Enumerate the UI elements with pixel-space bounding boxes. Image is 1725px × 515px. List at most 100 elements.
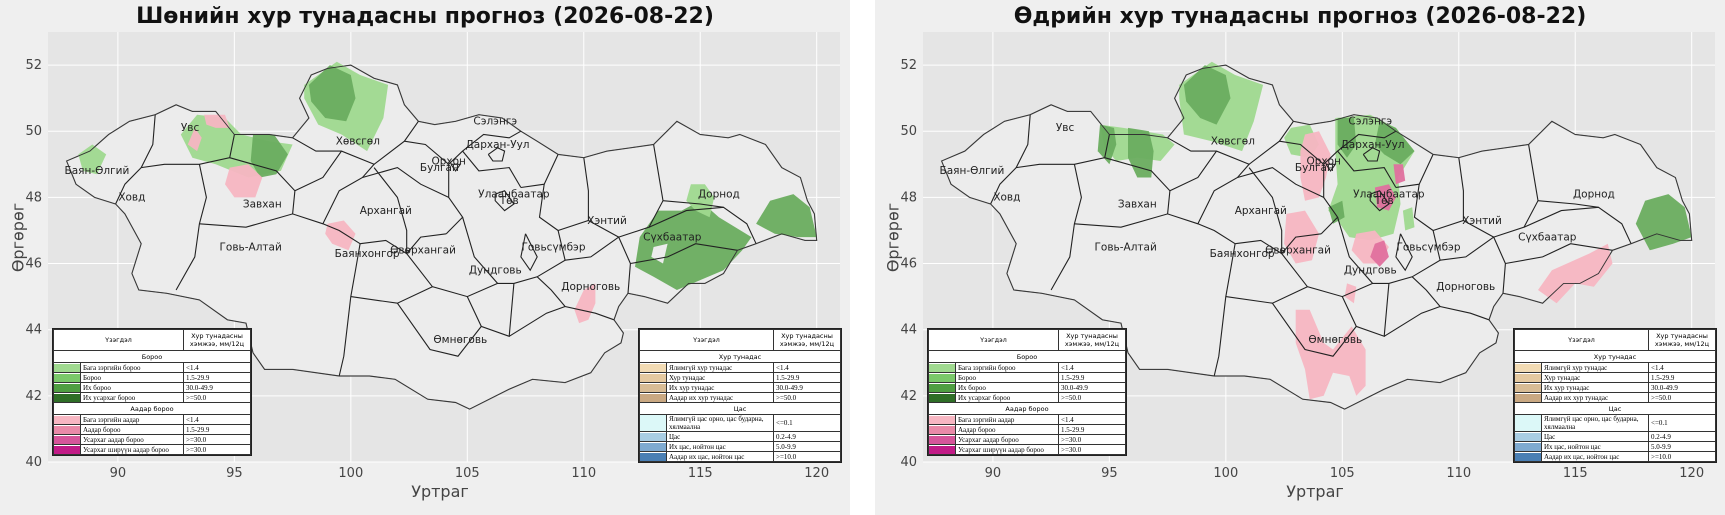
legend-header: Хур тунадасны хэмжээ, мм/12ц xyxy=(1058,329,1126,351)
y-tick-label: 46 xyxy=(25,257,42,272)
x-tick-label: 115 xyxy=(688,466,713,481)
legend-swatch xyxy=(54,425,80,434)
legend-swatch xyxy=(54,393,80,402)
legend-label: Цас xyxy=(666,431,774,442)
x-tick-label: 120 xyxy=(804,466,829,481)
legend-value: <1.4 xyxy=(773,362,841,373)
legend-swatch xyxy=(640,363,666,372)
legend-label: Хур тунадас xyxy=(666,372,774,383)
x-tick-label: 110 xyxy=(1446,466,1471,481)
region-label: Сүхбаатар xyxy=(1518,231,1577,243)
legend-value: 1.5-29.9 xyxy=(773,372,841,383)
y-tick-label: 48 xyxy=(25,190,42,205)
province-border xyxy=(990,134,1110,205)
legend-row: Их хур тунадас 30.0-49.9 xyxy=(1514,382,1716,393)
legend-row: Их бороо 30.0-49.9 xyxy=(928,382,1126,393)
region-label: Хөвсгөл xyxy=(336,135,380,147)
province-border xyxy=(487,147,506,162)
x-tick-label: 120 xyxy=(1679,466,1704,481)
y-tick-label: 46 xyxy=(900,257,917,272)
region-label: Дархан-Уул xyxy=(466,139,530,151)
forecast-area xyxy=(756,194,817,238)
forecast-area xyxy=(308,65,356,122)
legend-label: Бороо xyxy=(955,372,1059,383)
country-border xyxy=(941,64,1693,410)
region-label: Хэнтий xyxy=(1462,215,1502,227)
province-border xyxy=(662,200,724,208)
legend-value: 1.5-29.9 xyxy=(183,424,251,435)
forecast-area xyxy=(78,144,107,175)
legend-row: Их цас, нойтон цас 5.0-9.9 xyxy=(1514,441,1716,452)
legend-swatch xyxy=(1515,432,1541,441)
legend-row: Бага зэргийн бороо <1.4 xyxy=(53,362,251,373)
legend-value: >=10.0 xyxy=(1648,451,1716,462)
province-border xyxy=(140,114,156,168)
legend-value: 30.0-49.9 xyxy=(1058,382,1126,393)
legend-label: Их усархаг бороо xyxy=(80,392,184,403)
province-border xyxy=(1341,283,1390,338)
legend-swatch xyxy=(640,393,666,402)
legend-row: Бага зэргийн бороо <1.4 xyxy=(928,362,1126,373)
region-label: Сэлэнгэ xyxy=(1348,116,1392,128)
legend-section-title: Бороо xyxy=(53,350,251,363)
forecast-area xyxy=(1370,240,1389,267)
forecast-area xyxy=(1402,207,1415,231)
legend-row: Бороо 1.5-29.9 xyxy=(53,372,251,383)
region-label: Говьсүмбэр xyxy=(1396,241,1460,253)
province-border xyxy=(520,233,538,272)
panel-title: Шөнийн хур тунадасны прогноз (2026-08-22… xyxy=(136,4,714,29)
province-border xyxy=(1237,166,1324,198)
legend-swatch xyxy=(1515,393,1541,402)
x-tick-label: 95 xyxy=(226,466,243,481)
legend-swatch xyxy=(640,383,666,392)
legend-label: Усархаг аадар бороо xyxy=(80,434,184,445)
legend-value: >=50.0 xyxy=(1058,392,1126,403)
region-label: Өвөрхангай xyxy=(1265,245,1331,257)
legend-row: Аадар их цас, нойтон цас >=10.0 xyxy=(1514,451,1716,462)
forecast-area xyxy=(1284,210,1319,264)
region-label: Увс xyxy=(181,122,200,134)
legend-row: Цас 0.2-4.9 xyxy=(639,431,841,442)
region-label: Өмнөговь xyxy=(433,334,487,346)
legend-label: Ялимгүй цас орно, цас бударна, хялмаална xyxy=(1541,414,1649,432)
legend-value: <1.4 xyxy=(1058,362,1126,373)
y-tick-label: 50 xyxy=(25,124,42,139)
legend-rain: Үзэгдэл Хур тунадасны хэмжээ, мм/12ц Бороо… xyxy=(52,328,252,456)
map-panel-night: Шөнийн хур тунадасны прогноз (2026-08-22… xyxy=(0,0,850,515)
legend-swatch xyxy=(1515,452,1541,461)
province-border xyxy=(1281,253,1373,298)
region-label: Өмнөговь xyxy=(1308,334,1362,346)
legend-swatch xyxy=(929,425,955,434)
province-border xyxy=(1197,163,1250,225)
legend-precip-snow: Үзэгдэл Хур тунадасны хэмжээ, мм/12ц Хур т… xyxy=(1513,328,1717,463)
province-border xyxy=(362,166,449,198)
x-tick-label: 110 xyxy=(571,466,596,481)
region-label: Говьсүмбэр xyxy=(521,241,585,253)
region-label: Төв xyxy=(1374,195,1394,207)
legend-section-title: Цас xyxy=(639,402,841,415)
y-tick-label: 42 xyxy=(25,389,42,404)
legend-section-title: Аадар бороо xyxy=(928,402,1126,415)
region-label: Говь-Алтай xyxy=(1095,241,1157,253)
legend-row: Аадар бороо 1.5-29.9 xyxy=(53,424,251,435)
legend-row: Ялимгүй цас орно, цас бударна, хялмаална… xyxy=(639,414,841,432)
x-tick-label: 100 xyxy=(1213,466,1238,481)
forecast-area xyxy=(225,164,263,198)
y-tick-label: 44 xyxy=(25,323,42,338)
legend-row: Бага зэргийн аадар <1.4 xyxy=(928,414,1126,425)
province-border xyxy=(1320,164,1339,235)
x-tick-label: 90 xyxy=(985,466,1002,481)
x-axis-label: Уртраг xyxy=(411,482,469,501)
legend-row: Ялимгүй хур тунадас <1.4 xyxy=(1514,362,1716,373)
legend-value: >=50.0 xyxy=(773,392,841,403)
legend-value: 1.5-29.9 xyxy=(183,372,251,383)
province-border xyxy=(1395,233,1413,272)
x-tick-label: 115 xyxy=(1563,466,1588,481)
legend-swatch xyxy=(640,452,666,461)
province-border xyxy=(1015,114,1031,168)
legend-row: Аадар бороо 1.5-29.9 xyxy=(928,424,1126,435)
legend-swatch xyxy=(54,435,80,444)
forecast-area xyxy=(574,283,596,324)
x-axis-label: Уртраг xyxy=(1286,482,1344,501)
province-border xyxy=(1337,184,1441,284)
